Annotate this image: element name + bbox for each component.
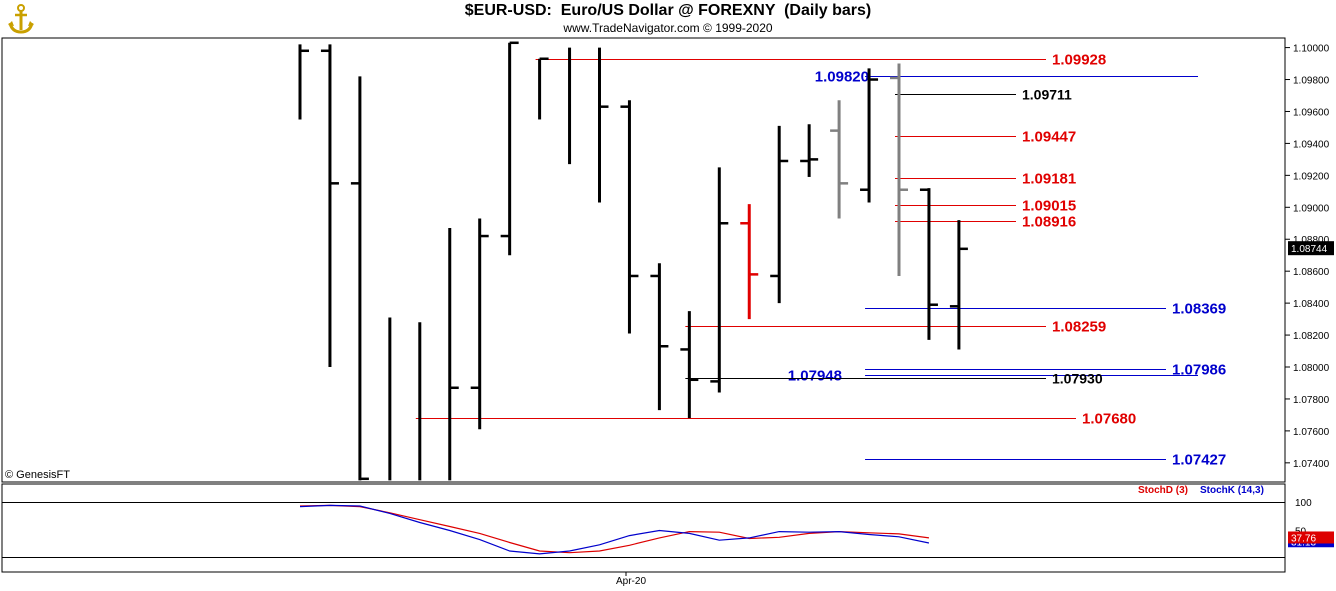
y-tick-label: 1.08600 — [1293, 267, 1330, 278]
level-label: 1.07930 — [1052, 371, 1103, 387]
ohlc-bar — [350, 76, 369, 481]
level-label: 1.08369 — [1172, 301, 1226, 318]
y-tick-label: 1.09600 — [1293, 107, 1330, 118]
stoch-d-badge — [1288, 531, 1334, 544]
time-axis: Apr-20 — [616, 572, 646, 587]
ohlc-bar — [800, 124, 819, 177]
level-label: 1.07948 — [788, 368, 842, 385]
y-tick-label: 1.07400 — [1293, 459, 1330, 470]
y-tick-label: 1.09000 — [1293, 203, 1330, 214]
stoch-tick-label: 100 — [1295, 498, 1312, 509]
y-tick-label: 1.08000 — [1293, 363, 1330, 374]
ohlc-bar — [538, 57, 549, 120]
last-price-badge — [1288, 241, 1334, 256]
chart-header: $EUR-USD: Euro/US Dollar @ FOREXNY (Dail… — [0, 0, 1336, 38]
stochastic-panel-frame — [1, 483, 1286, 573]
y-tick-label: 1.09800 — [1293, 76, 1330, 87]
level-label: 1.08259 — [1052, 319, 1106, 336]
anchor-logo-icon — [6, 3, 36, 35]
y-tick-label: 1.09400 — [1293, 139, 1330, 150]
ohlc-bar — [830, 100, 849, 219]
chart-subtitle: www.TradeNavigator.com © 1999-2020 — [563, 21, 773, 35]
level-label: 1.09015 — [1022, 198, 1076, 215]
ohlc-bar — [298, 44, 309, 120]
x-tick-label: Apr-20 — [616, 576, 646, 587]
ohlc-bar — [448, 228, 459, 481]
ohlc-bar — [500, 41, 519, 256]
ohlc-bar — [620, 100, 639, 334]
y-tick-label: 1.07800 — [1293, 395, 1330, 406]
y-tick-label: 1.07600 — [1293, 427, 1330, 438]
y-tick-label: 1.08400 — [1293, 299, 1330, 310]
ohlc-bar — [949, 220, 968, 350]
chart-frames — [1, 37, 1286, 573]
level-label: 1.07986 — [1172, 362, 1226, 379]
level-label: 1.07427 — [1172, 452, 1226, 469]
y-tick-label: 1.10000 — [1293, 44, 1330, 55]
stoch-k-line — [299, 504, 930, 555]
level-label: 1.09181 — [1022, 171, 1076, 188]
ohlc-bar — [650, 263, 669, 411]
chart-title: $EUR-USD: Euro/US Dollar @ FOREXNY (Dail… — [464, 2, 872, 19]
ohlc-bar — [919, 188, 938, 340]
stoch-d-value: 37.76 — [1291, 533, 1316, 544]
credit-label: © GenesisFT — [5, 469, 70, 481]
y-tick-label: 1.08200 — [1293, 331, 1330, 342]
level-label: 1.08916 — [1022, 214, 1076, 231]
ohlc-bar — [680, 311, 699, 419]
stoch-d-legend: StochD (3) — [1138, 485, 1188, 496]
ohlc-bar — [710, 167, 729, 393]
ohlc-bar — [598, 47, 609, 203]
level-label: 1.09711 — [1022, 87, 1072, 103]
ohlc-bar — [770, 125, 789, 304]
ohlc-bar — [740, 204, 759, 320]
stochastic-panel: 10050StochD (3)StochK (14,3)31.1337.76 — [2, 485, 1334, 558]
last-price-label: 1.08744 — [1291, 244, 1328, 255]
ohlc-bar — [860, 68, 879, 203]
ohlc-bar — [890, 63, 908, 276]
y-tick-label: 1.09200 — [1293, 171, 1330, 182]
price-panel-frame — [1, 37, 1286, 483]
level-label: 1.09928 — [1052, 52, 1106, 69]
level-label: 1.09447 — [1022, 129, 1076, 146]
ohlc-bar — [320, 44, 339, 368]
price-levels: 1.09928 1.09820 1.09711 1.09447 1.09181 1.090… — [415, 52, 1226, 469]
price-axis: 1.10000 1.09800 1.09600 1.09400 1.09200 1.090… — [1285, 44, 1334, 470]
price-bars — [298, 41, 968, 481]
level-label: 1.07680 — [1082, 411, 1136, 428]
y-tick-label: 1.08800 — [1293, 235, 1330, 246]
stoch-k-legend: StochK (14,3) — [1200, 485, 1264, 496]
level-label: 1.09820 — [815, 69, 869, 86]
ohlc-bar — [470, 218, 489, 430]
